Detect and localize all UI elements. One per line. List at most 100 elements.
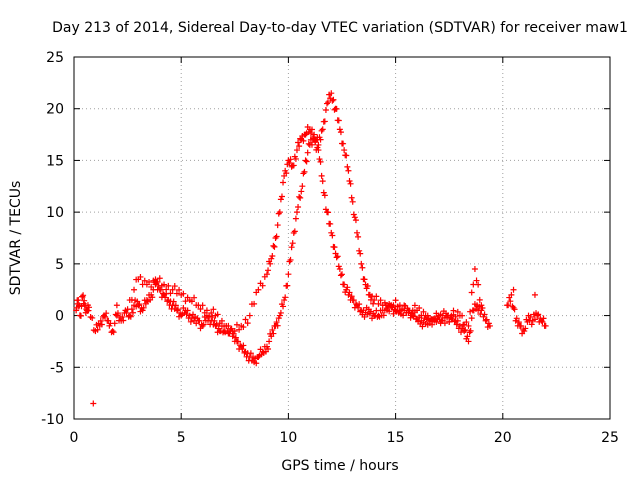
data-point-upper-trace	[308, 126, 315, 133]
data-point-lower-trace	[528, 321, 535, 328]
data-point-upper-trace	[90, 400, 97, 407]
data-point-upper-trace	[475, 281, 482, 288]
data-point-upper-trace	[199, 302, 206, 309]
data-point-lower-trace	[102, 313, 109, 320]
data-point-upper-trace	[370, 300, 377, 307]
data-point-lower-trace	[289, 240, 296, 247]
data-point-upper-trace	[318, 127, 325, 134]
data-point-upper-trace	[441, 320, 448, 327]
data-point-upper-trace	[167, 290, 174, 297]
data-point-upper-trace	[319, 126, 326, 133]
data-point-upper-trace	[476, 296, 483, 303]
data-point-upper-trace	[345, 167, 352, 174]
data-point-lower-trace	[97, 317, 104, 324]
data-point-upper-trace	[148, 283, 155, 290]
data-point-lower-trace	[341, 281, 348, 288]
data-point-lower-trace	[348, 293, 355, 300]
data-point-lower-trace	[299, 183, 306, 190]
data-point-upper-trace	[468, 289, 475, 296]
data-point-lower-trace	[126, 312, 133, 319]
data-point-lower-trace	[511, 306, 518, 313]
data-point-upper-trace	[225, 330, 232, 337]
data-point-upper-trace	[459, 312, 466, 319]
data-point-lower-trace	[483, 316, 490, 323]
data-point-lower-trace	[277, 309, 284, 316]
data-point-upper-trace	[317, 136, 324, 143]
data-point-upper-trace	[426, 320, 433, 327]
data-point-upper-trace	[375, 300, 382, 307]
data-point-lower-trace	[508, 291, 515, 298]
data-point-upper-trace	[354, 229, 361, 236]
data-point-lower-trace	[505, 302, 512, 309]
data-point-lower-trace	[232, 334, 239, 341]
data-point-lower-trace	[293, 209, 300, 216]
data-point-upper-trace	[340, 140, 347, 147]
data-point-lower-trace	[304, 149, 311, 156]
data-point-upper-trace	[137, 273, 144, 280]
data-point-lower-trace	[539, 319, 546, 326]
data-point-upper-trace	[197, 306, 204, 313]
data-point-lower-trace	[265, 345, 272, 352]
data-point-lower-trace	[308, 141, 315, 148]
data-point-upper-trace	[352, 217, 359, 224]
data-point-upper-trace	[510, 286, 517, 293]
data-point-upper-trace	[330, 96, 337, 103]
data-point-upper-trace	[269, 252, 276, 259]
data-point-upper-trace	[433, 318, 440, 325]
data-point-upper-trace	[348, 194, 355, 201]
data-point-lower-trace	[457, 329, 464, 336]
data-point-lower-trace	[337, 272, 344, 279]
data-point-lower-trace	[239, 346, 246, 353]
data-point-lower-trace	[297, 194, 304, 201]
data-point-upper-trace	[223, 322, 230, 329]
data-point-upper-trace	[176, 286, 183, 293]
data-point-lower-trace	[172, 302, 179, 309]
data-point-lower-trace	[331, 244, 338, 251]
data-point-lower-trace	[94, 326, 101, 333]
data-point-lower-trace	[135, 302, 142, 309]
data-point-upper-trace	[146, 279, 153, 286]
data-point-lower-trace	[303, 158, 310, 165]
data-point-lower-trace	[80, 292, 87, 299]
data-point-upper-trace	[283, 170, 290, 177]
data-point-upper-trace	[171, 283, 178, 290]
data-point-upper-trace	[452, 313, 459, 320]
data-point-upper-trace	[307, 130, 314, 137]
data-point-upper-trace	[259, 282, 266, 289]
data-point-lower-trace	[187, 318, 194, 325]
data-point-lower-trace	[183, 311, 190, 318]
data-point-upper-trace	[336, 126, 343, 133]
data-point-lower-trace	[287, 256, 294, 263]
data-point-lower-trace	[270, 330, 277, 337]
data-point-upper-trace	[322, 107, 329, 114]
data-point-upper-trace	[180, 290, 187, 297]
data-point-lower-trace	[212, 322, 219, 329]
data-point-lower-trace	[291, 228, 298, 235]
data-point-lower-trace	[296, 193, 303, 200]
plot-frame	[73, 56, 611, 420]
data-point-lower-trace	[281, 297, 288, 304]
data-point-lower-trace	[211, 317, 218, 324]
data-point-lower-trace	[451, 318, 458, 325]
data-point-upper-trace	[165, 282, 172, 289]
data-point-lower-trace	[200, 321, 207, 328]
data-point-upper-trace	[329, 97, 336, 104]
y-tick-label: 0	[55, 309, 64, 325]
data-point-lower-trace	[255, 353, 262, 360]
data-point-upper-trace	[377, 297, 384, 304]
data-point-upper-trace	[349, 198, 356, 205]
data-point-upper-trace	[435, 314, 442, 321]
data-point-upper-trace	[315, 141, 322, 148]
data-point-lower-trace	[333, 254, 340, 261]
data-point-lower-trace	[127, 313, 134, 320]
data-point-lower-trace	[276, 312, 283, 319]
data-point-upper-trace	[450, 307, 457, 314]
data-point-lower-trace	[321, 192, 328, 199]
data-point-upper-trace	[337, 129, 344, 136]
data-point-upper-trace	[242, 316, 249, 323]
chart-title: Day 213 of 2014, Sidereal Day-to-day VTE…	[52, 20, 628, 36]
data-point-upper-trace	[323, 100, 330, 107]
data-point-upper-trace	[335, 117, 342, 124]
data-point-upper-trace	[278, 193, 285, 200]
data-point-lower-trace	[319, 178, 326, 185]
